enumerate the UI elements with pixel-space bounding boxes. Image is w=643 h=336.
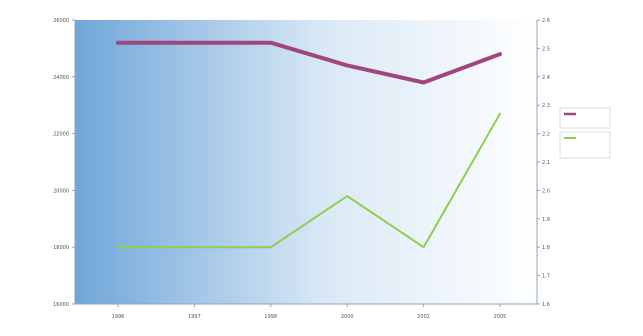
right-tick-label: 1.7: [542, 274, 550, 280]
legend-box-2: [559, 131, 611, 159]
x-tick-label: 1997: [188, 314, 201, 320]
right-tick-label: 1.8: [542, 245, 550, 251]
x-tick-label: 2002: [417, 314, 430, 320]
x-tick-label: 2005: [494, 314, 507, 320]
series-line-2: [117, 112, 501, 249]
right-tick-label: 1.6: [542, 302, 550, 308]
right-tick-label: 2.0: [542, 188, 550, 194]
right-tick-label: 2.1: [542, 160, 550, 166]
right-axis-ticks: 2.6 2.5 2.4 2.3 2.2 2.1 2.0 1.9 1.8 1.7 1.6: [537, 18, 550, 308]
right-tick-label: 2.6: [542, 18, 550, 24]
left-tick-label: 20000: [53, 188, 69, 194]
left-tick-label: 16000: [53, 302, 69, 308]
right-tick-label: 1.9: [542, 217, 550, 223]
right-tick-label: 2.4: [542, 75, 550, 81]
right-tick-label: 2.3: [542, 103, 550, 109]
left-tick-label: 26000: [53, 18, 69, 24]
x-tick-label: 1996: [112, 314, 125, 320]
series-line-1: [116, 40, 502, 85]
left-axis-ticks: 26000 24000 22000 20000 18000 16000: [53, 18, 75, 308]
legend: [559, 107, 611, 159]
series-layer: [116, 40, 502, 249]
left-tick-label: 24000: [53, 75, 69, 81]
legend-box-1: [559, 107, 611, 129]
left-tick-label: 18000: [53, 245, 69, 251]
left-tick-label: 22000: [53, 132, 69, 138]
x-tick-label: 2000: [341, 314, 354, 320]
plot-area: [75, 20, 537, 304]
right-tick-label: 2.5: [542, 46, 550, 52]
x-tick-label: 1998: [264, 314, 277, 320]
right-tick-label: 2.2: [542, 132, 550, 138]
x-axis-ticks: 1996 1997 1998 2000 2002 2005: [112, 304, 507, 320]
